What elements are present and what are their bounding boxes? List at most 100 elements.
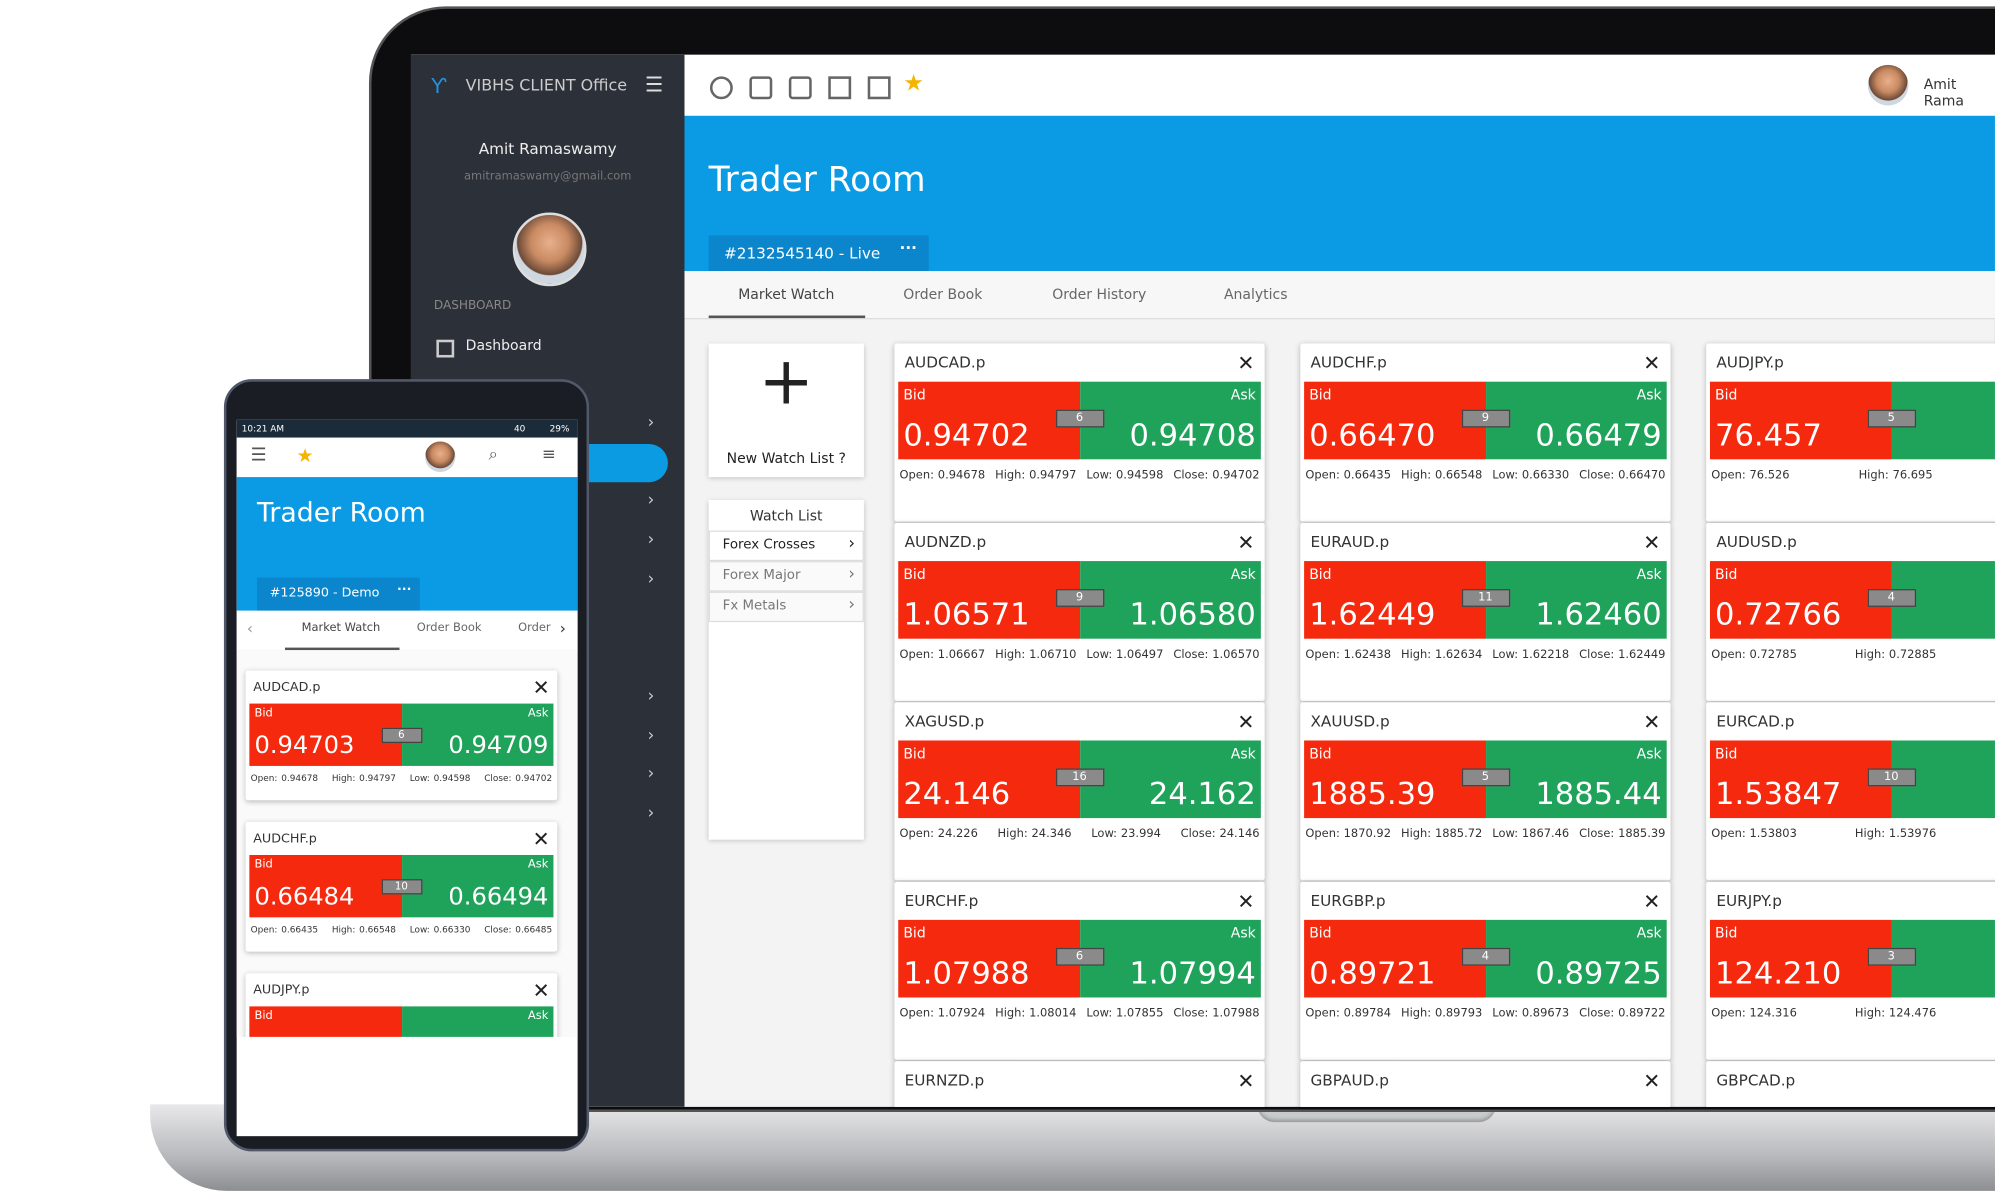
bid-box[interactable]: Bid 1.07988	[898, 919, 1080, 998]
bid-label: Bid	[1715, 566, 1738, 583]
ask-box[interactable]: Ask 0.66494	[401, 854, 554, 918]
search[interactable]: ⌕	[488, 445, 498, 465]
bid-box[interactable]: Bid 1885.39	[1304, 740, 1486, 819]
tab[interactable]: Order Book	[903, 286, 983, 303]
phone-account-tab[interactable]: #125890 - Demo ···	[257, 577, 420, 611]
ask-box[interactable]: Ask 1.06580	[1079, 561, 1261, 639]
close-button[interactable]: ✕	[1237, 350, 1255, 375]
account-tab[interactable]: #2132545140 - Live ···	[708, 235, 929, 271]
close-button[interactable]: ✕	[1643, 529, 1661, 555]
account-menu[interactable]: ···	[396, 582, 412, 597]
ask-box[interactable]: Ask 24.162	[1079, 740, 1261, 819]
tab-prev[interactable]: ‹	[246, 619, 253, 638]
list[interactable]: ≡	[541, 445, 556, 465]
ask-box[interactable]: Ask 0.89725	[1485, 919, 1667, 998]
close-value: 1.07988	[1212, 1007, 1260, 1021]
close-button[interactable]: ✕	[1643, 709, 1661, 734]
menu-item[interactable]: Dashboard	[465, 337, 542, 354]
ask-box[interactable]: Ask 1.07994	[1079, 919, 1261, 998]
high-value: 24.346	[1031, 828, 1072, 841]
menu-toggle[interactable]: ☰	[250, 445, 267, 466]
close-button[interactable]: ✕	[532, 674, 550, 700]
close-button[interactable]: ✕	[1237, 1068, 1255, 1093]
bid-label: Bid	[903, 924, 926, 942]
watch-list-item[interactable]: Forex Crosses ›	[708, 530, 864, 562]
bid-box[interactable]: Bid 124.210	[1709, 919, 1892, 998]
tab[interactable]: Market Watch	[738, 286, 835, 303]
high-value: 0.66548	[1434, 469, 1483, 483]
tab[interactable]: Market Watch	[301, 622, 381, 635]
close-label: Close:	[1173, 1007, 1209, 1021]
high-stat: High: 1.08014	[995, 1008, 1076, 1021]
tab[interactable]: Order	[518, 622, 551, 635]
bid-box[interactable]: Bid 0.72766	[1709, 561, 1892, 639]
ask-box[interactable]: Ask 0.94709	[401, 703, 554, 766]
tab[interactable]: Analytics	[1223, 286, 1288, 303]
bid-box[interactable]: Bid 0.94703	[249, 703, 402, 766]
icon[interactable]	[709, 76, 733, 100]
tab-next[interactable]: ›	[559, 619, 566, 638]
low-stat: Low: 1.62218	[1492, 649, 1569, 662]
new-watch-list[interactable]: + New Watch List ?	[708, 343, 864, 478]
account: #2132545140 - Live	[723, 244, 881, 263]
bid-box[interactable]: Bid 0.94702	[898, 381, 1080, 460]
quote-card: AUDCAD.p ✕ Bid 0.94703 Ask 0.94709 6 Open: 0.946…	[245, 670, 558, 801]
icon[interactable]	[828, 76, 852, 100]
ask-box[interactable]: Ask 1.62460	[1485, 561, 1667, 639]
bid-box[interactable]: Bid 0.89721	[1304, 919, 1486, 998]
ask-box[interactable]: Ask 0.66479	[1485, 381, 1667, 460]
ask-box[interactable]: Ask	[401, 1006, 554, 1037]
close-stat: Close: 24.146	[1181, 828, 1260, 841]
symbol: XAGUSD.p	[904, 712, 985, 731]
close-value: 1885.39	[1618, 828, 1666, 841]
ask-price: 1.06580	[1129, 596, 1256, 633]
close-button[interactable]: ✕	[532, 977, 550, 1002]
close-label: Close:	[1579, 828, 1615, 841]
high-value: 1.08014	[1029, 1007, 1077, 1021]
close-button[interactable]: ✕	[1237, 529, 1255, 555]
watch-list-item[interactable]: Forex Major ›	[708, 561, 864, 592]
tab-underline	[708, 315, 866, 319]
close-button[interactable]: ✕	[1643, 1068, 1661, 1093]
bid-box[interactable]: Bid 76.457	[1709, 381, 1892, 460]
high-stat: High: 0.66548	[332, 925, 396, 935]
hero: Trader Room #2132545140 - Live ···	[684, 115, 1995, 271]
icon[interactable]	[788, 76, 812, 100]
close-button[interactable]: ✕	[532, 826, 550, 851]
icon[interactable]	[867, 76, 891, 100]
ask-box[interactable]: Ask 1885.44	[1485, 740, 1667, 819]
user-name: Amit Ramaswamy	[478, 139, 617, 158]
ask-box[interactable]: Ask 0.94708	[1079, 381, 1261, 460]
symbol: EURGBP.p	[1310, 891, 1386, 910]
card-footer: Open: 0.94678 High: 0.94797 Low: 0.94598 Close…	[246, 766, 558, 784]
favorite-star[interactable]: ★	[296, 444, 314, 467]
bid-box[interactable]: Bid 1.62449	[1304, 561, 1486, 639]
low-label: Low:	[1086, 648, 1113, 662]
high-stat: High: 0.94797	[995, 469, 1076, 482]
section-label: DASHBOARD	[433, 298, 512, 313]
icon[interactable]	[749, 76, 773, 100]
bid-box[interactable]: Bid 24.146	[898, 740, 1080, 819]
low-stat: Low: 1867.46	[1492, 828, 1569, 841]
account-menu[interactable]: ···	[899, 239, 917, 258]
close-button[interactable]: ✕	[1237, 709, 1255, 734]
tab[interactable]: Order History	[1052, 286, 1147, 303]
close-button[interactable]: ✕	[1643, 888, 1661, 913]
close-button[interactable]: ✕	[1237, 888, 1255, 913]
watch-list-item[interactable]: Fx Metals ›	[708, 591, 864, 623]
bid-box[interactable]: Bid	[249, 1006, 402, 1037]
open-value: 0.66435	[281, 924, 319, 936]
open-stat: Open: 76.526	[1711, 469, 1789, 482]
favorite-star[interactable]: ★	[903, 69, 924, 97]
card-header: EURAUD.p ✕	[1300, 523, 1670, 561]
bid-box[interactable]: Bid 1.53847	[1709, 740, 1892, 819]
bid-box[interactable]: Bid 0.66470	[1304, 381, 1486, 460]
header-avatar	[1867, 64, 1909, 106]
tab[interactable]: Order Book	[416, 622, 482, 635]
menu-toggle[interactable]: ☰	[645, 72, 664, 97]
bid-box[interactable]: Bid 1.06571	[898, 561, 1080, 639]
quote-card: GBPCAD.p✕	[1706, 1061, 1995, 1107]
bid-box[interactable]: Bid 0.66484	[249, 854, 402, 918]
close-button[interactable]: ✕	[1643, 350, 1661, 375]
chevron: ›	[647, 491, 655, 511]
